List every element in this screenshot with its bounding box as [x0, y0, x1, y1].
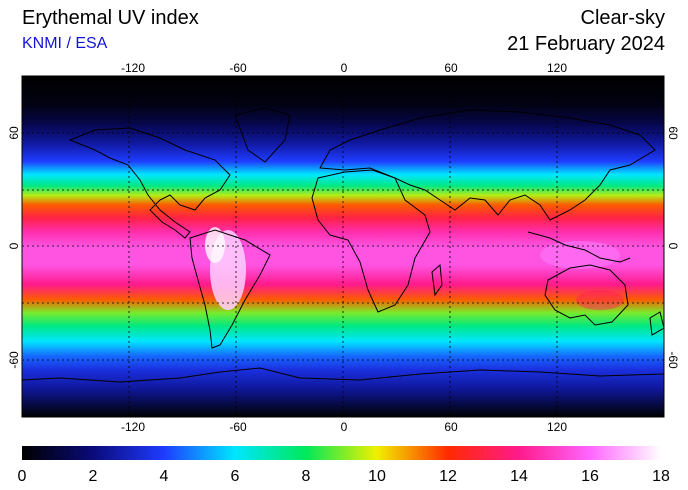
colorbar-tick-label: 2	[89, 468, 98, 485]
colorbar-tick-label: 6	[231, 468, 240, 485]
data-source-label: KNMI / ESA	[22, 35, 108, 52]
lon-tick-label: 60	[444, 420, 458, 434]
lon-tick-label: 120	[547, 61, 567, 75]
lon-tick-label: 120	[547, 420, 567, 434]
lon-tick-label: 60	[444, 61, 458, 75]
lon-ticks-bottom: -120 -60 0 60 120	[121, 420, 567, 434]
lon-ticks-top: -120 -60 0 60 120	[121, 61, 567, 75]
graticule	[22, 76, 664, 417]
eurasia-coast	[319, 109, 656, 221]
uv-hotspots	[205, 227, 624, 310]
lon-tick-label: -60	[229, 420, 247, 434]
lat-ticks-left: 60 0 -60	[7, 126, 21, 369]
lon-tick-label: -60	[229, 61, 247, 75]
map-date: 21 February 2024	[507, 33, 665, 55]
lat-tick-label: 60	[7, 126, 21, 140]
lon-tick-label: -120	[121, 61, 145, 75]
colorbar	[22, 446, 661, 460]
new-zealand-coast	[649, 311, 664, 336]
north-america-coast	[68, 127, 231, 239]
madagascar-coast	[431, 263, 443, 297]
colorbar-tick-label: 10	[368, 468, 386, 485]
australia-coast	[544, 264, 629, 326]
lat-tick-label: -60	[7, 351, 21, 369]
colorbar-tick-label: 16	[581, 468, 599, 485]
lat-tick-label: 60	[666, 126, 680, 140]
colorbar-tick-label: 12	[439, 468, 457, 485]
colorbar-tick-label: 14	[510, 468, 528, 485]
colorbar-tick-label: 4	[160, 468, 169, 485]
altiplano-hotspot	[205, 227, 225, 263]
coastlines	[22, 107, 664, 383]
map-title: Erythemal UV index	[22, 7, 199, 29]
colorbar-tick-label: 0	[18, 468, 27, 485]
lon-tick-label: 0	[341, 420, 348, 434]
lon-tick-label: 0	[341, 61, 348, 75]
colorbar-tick-label: 8	[302, 468, 311, 485]
south-america-coast	[189, 229, 271, 349]
sky-condition-label: Clear-sky	[580, 7, 665, 29]
indonesia-hotspot	[540, 241, 620, 269]
colorbar-ticks: 0 2 4 6 8 10 12 14 16 18	[18, 468, 670, 485]
greenland-coast	[234, 107, 291, 163]
lon-tick-label: -120	[121, 420, 145, 434]
lat-tick-label: -60	[666, 351, 680, 369]
antarctica-coast	[22, 367, 664, 383]
lat-tick-label: 0	[666, 243, 680, 250]
frame-ticks	[128, 76, 558, 417]
lat-tick-label: 0	[7, 242, 21, 249]
indonesia-coast	[527, 231, 631, 263]
australia-hotspot	[576, 290, 624, 310]
colorbar-tick-label: 18	[652, 468, 670, 485]
lat-ticks-right: 60 0 -60	[666, 126, 680, 369]
